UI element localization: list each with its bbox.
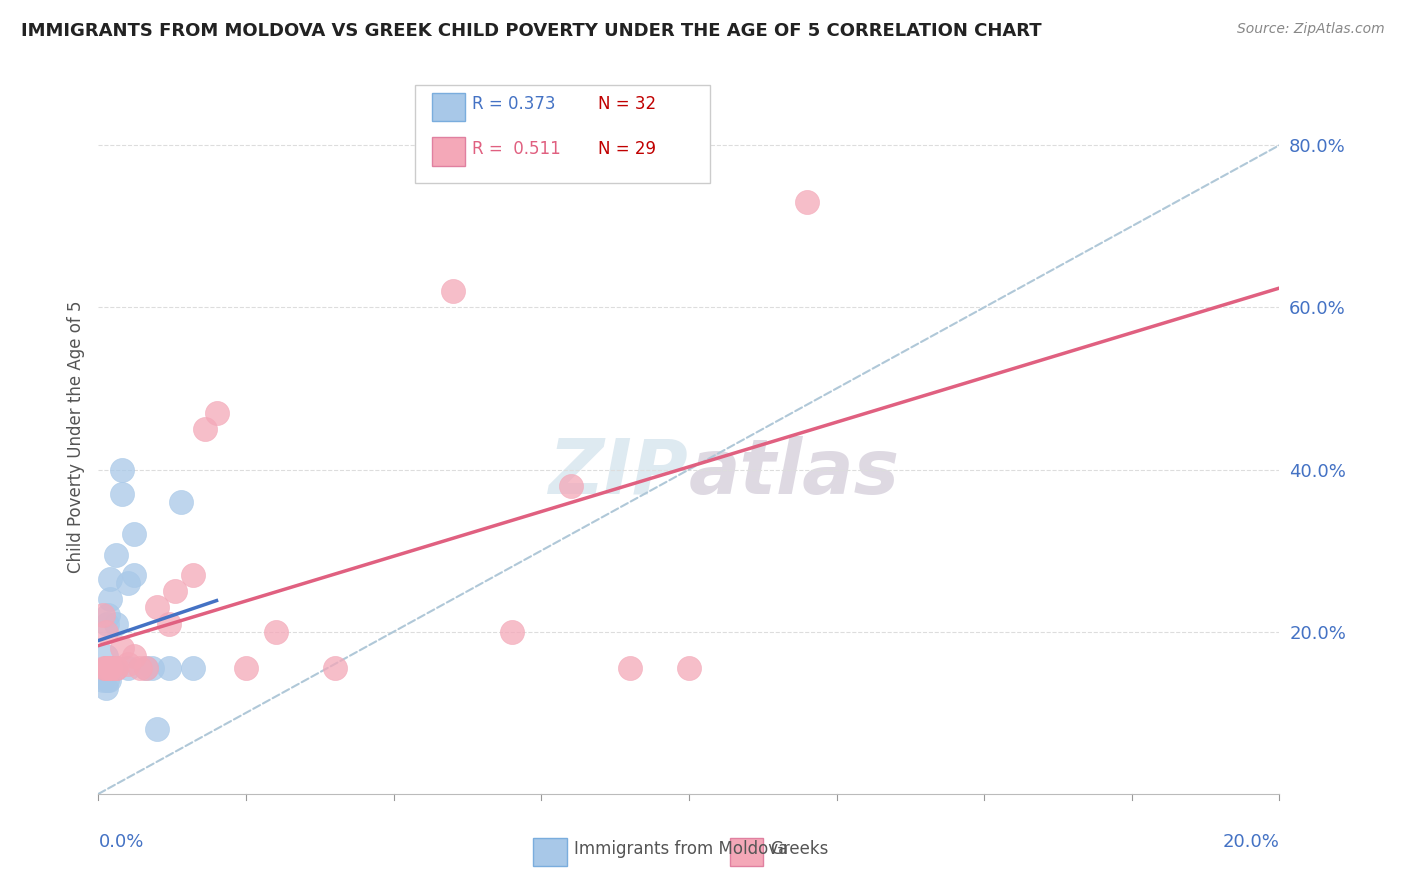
Point [103, 661, 125, 675]
Point [181, 661, 204, 675]
Point [98, 661, 121, 675]
Point [128, 661, 150, 675]
Point [117, 661, 139, 675]
Point [122, 527, 145, 541]
Y-axis label: Child Poverty Under the Age of 5: Child Poverty Under the Age of 5 [66, 301, 84, 574]
Text: Source: ZipAtlas.com: Source: ZipAtlas.com [1237, 22, 1385, 37]
Point [94, 661, 117, 675]
Point [157, 661, 180, 675]
Point [157, 616, 180, 631]
Text: R =  0.511: R = 0.511 [472, 140, 561, 158]
Text: Immigrants from Moldova: Immigrants from Moldova [574, 840, 787, 858]
Text: atlas: atlas [689, 436, 900, 509]
Point [122, 568, 145, 582]
Point [141, 661, 163, 675]
Point [135, 661, 157, 675]
Point [146, 600, 169, 615]
Point [98, 592, 121, 607]
Point [96, 673, 118, 688]
Point [94, 661, 117, 675]
Point [91, 608, 114, 623]
Point [111, 640, 134, 655]
Point [96, 661, 118, 675]
Point [98, 661, 121, 675]
Point [98, 661, 121, 675]
Text: IMMIGRANTS FROM MOLDOVA VS GREEK CHILD POVERTY UNDER THE AGE OF 5 CORRELATION CH: IMMIGRANTS FROM MOLDOVA VS GREEK CHILD P… [21, 22, 1042, 40]
Point [678, 661, 700, 675]
Point [264, 624, 287, 639]
Point [170, 495, 193, 509]
Point [93, 665, 115, 680]
Text: R = 0.373: R = 0.373 [472, 95, 555, 113]
Point [94, 681, 117, 696]
Point [111, 462, 134, 476]
Point [181, 568, 204, 582]
Point [235, 661, 257, 675]
Text: 20.0%: 20.0% [1223, 833, 1279, 851]
Point [441, 284, 464, 298]
Point [91, 673, 114, 688]
Point [501, 624, 523, 639]
Point [105, 548, 128, 562]
Point [105, 661, 128, 675]
Point [560, 479, 582, 493]
Point [94, 648, 117, 663]
Point [205, 406, 228, 420]
Text: N = 32: N = 32 [598, 95, 655, 113]
Point [93, 661, 115, 675]
Point [97, 661, 120, 675]
Point [105, 661, 128, 675]
Point [105, 661, 128, 675]
Text: N = 29: N = 29 [598, 140, 655, 158]
Point [194, 422, 217, 436]
Text: 0.0%: 0.0% [98, 833, 143, 851]
Point [98, 661, 121, 675]
Point [98, 673, 121, 688]
Point [619, 661, 641, 675]
Text: Greeks: Greeks [770, 840, 830, 858]
Point [122, 648, 145, 663]
Point [117, 576, 139, 591]
Point [98, 661, 121, 675]
Point [96, 661, 118, 675]
Point [165, 584, 187, 599]
Point [97, 608, 120, 623]
Point [105, 616, 128, 631]
Point [111, 487, 134, 501]
Point [146, 722, 169, 736]
Point [796, 194, 818, 209]
Point [94, 624, 117, 639]
Point [117, 657, 139, 672]
Text: ZIP: ZIP [550, 436, 689, 509]
Point [323, 661, 346, 675]
Point [135, 661, 157, 675]
Point [98, 572, 121, 586]
Point [96, 616, 118, 631]
